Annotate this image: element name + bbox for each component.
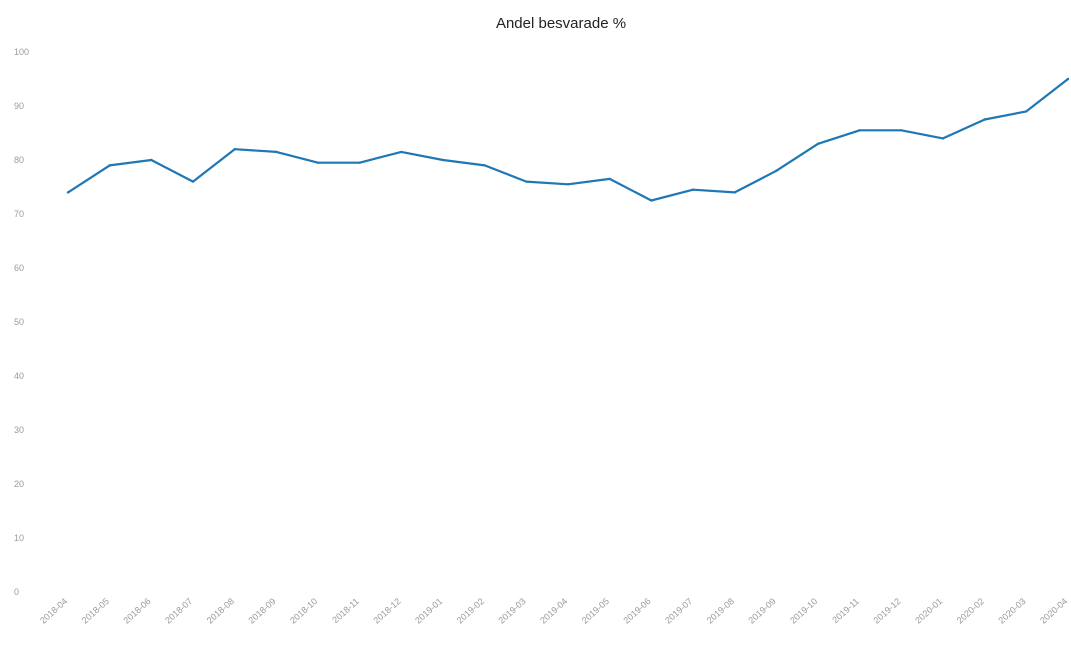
x-tick-label: 2018-07 <box>163 596 194 626</box>
data-point <box>358 161 361 164</box>
data-point <box>441 158 445 162</box>
x-tick-label: 2019-12 <box>871 596 902 626</box>
data-point <box>483 164 486 167</box>
y-axis-labels: 0 10 20 30 40 50 60 70 80 90 100 <box>14 47 29 597</box>
data-point <box>566 183 570 186</box>
data-point <box>650 199 653 202</box>
x-tick-label: 2019-06 <box>621 596 652 626</box>
x-tick-label: 2018-09 <box>246 596 277 626</box>
x-tick-label: 2018-12 <box>371 596 402 626</box>
x-tick-label: 2019-03 <box>496 596 527 626</box>
x-tick-label: 2018-06 <box>121 596 152 626</box>
data-point <box>233 148 236 151</box>
data-point <box>275 150 278 154</box>
x-tick-label: 2020-01 <box>913 596 944 626</box>
y-tick-label: 60 <box>14 263 24 273</box>
data-point <box>691 188 695 191</box>
data-point <box>316 161 320 164</box>
x-tick-label: 2018-05 <box>80 596 111 626</box>
x-tick-label: 2018-11 <box>330 596 361 625</box>
x-tick-label: 2019-11 <box>830 596 861 625</box>
y-tick-label: 30 <box>14 425 24 435</box>
y-tick-label: 50 <box>14 317 24 327</box>
data-point <box>775 169 778 172</box>
data-point <box>1066 77 1070 81</box>
y-tick-label: 80 <box>14 155 24 165</box>
chart-title: Andel besvarade % <box>496 15 626 32</box>
x-tick-label: 2019-04 <box>538 596 569 626</box>
x-tick-label: 2018-10 <box>288 596 319 626</box>
x-tick-label: 2019-10 <box>788 596 819 626</box>
y-tick-label: 20 <box>14 479 24 489</box>
data-point <box>900 129 903 132</box>
x-tick-label: 2019-01 <box>413 596 444 626</box>
x-tick-label: 2019-08 <box>705 596 736 626</box>
y-tick-label: 0 <box>14 587 19 597</box>
x-tick-label: 2019-09 <box>746 596 777 626</box>
data-point <box>941 137 945 140</box>
data-point <box>858 129 861 132</box>
data-point <box>66 191 70 194</box>
x-tick-label: 2018-08 <box>205 596 236 626</box>
x-tick-label: 2020-03 <box>996 596 1027 626</box>
y-tick-label: 100 <box>14 47 29 57</box>
series-line <box>66 77 1070 202</box>
x-tick-label: 2018-04 <box>38 596 69 626</box>
data-point <box>108 164 111 167</box>
y-tick-label: 10 <box>14 533 24 543</box>
x-axis-labels: 2018-04 2018-05 2018-06 2018-07 2018-08 2018-… <box>38 596 1069 626</box>
y-tick-label: 40 <box>14 371 24 381</box>
data-point <box>150 158 153 162</box>
data-point <box>608 177 611 181</box>
data-point <box>400 150 403 154</box>
x-tick-label: 2020-04 <box>1038 596 1069 626</box>
x-tick-label: 2019-02 <box>455 596 486 626</box>
x-tick-label: 2019-07 <box>663 596 694 626</box>
series-layer <box>66 77 1070 202</box>
data-point <box>983 118 986 121</box>
y-tick-label: 90 <box>14 101 24 111</box>
y-tick-label: 70 <box>14 209 24 219</box>
data-point <box>733 191 736 194</box>
data-point <box>1025 110 1028 113</box>
x-tick-label: 2019-05 <box>580 596 611 626</box>
data-point <box>191 180 195 183</box>
data-point <box>525 180 528 183</box>
x-tick-label: 2020-02 <box>955 596 986 626</box>
data-point <box>816 142 820 145</box>
